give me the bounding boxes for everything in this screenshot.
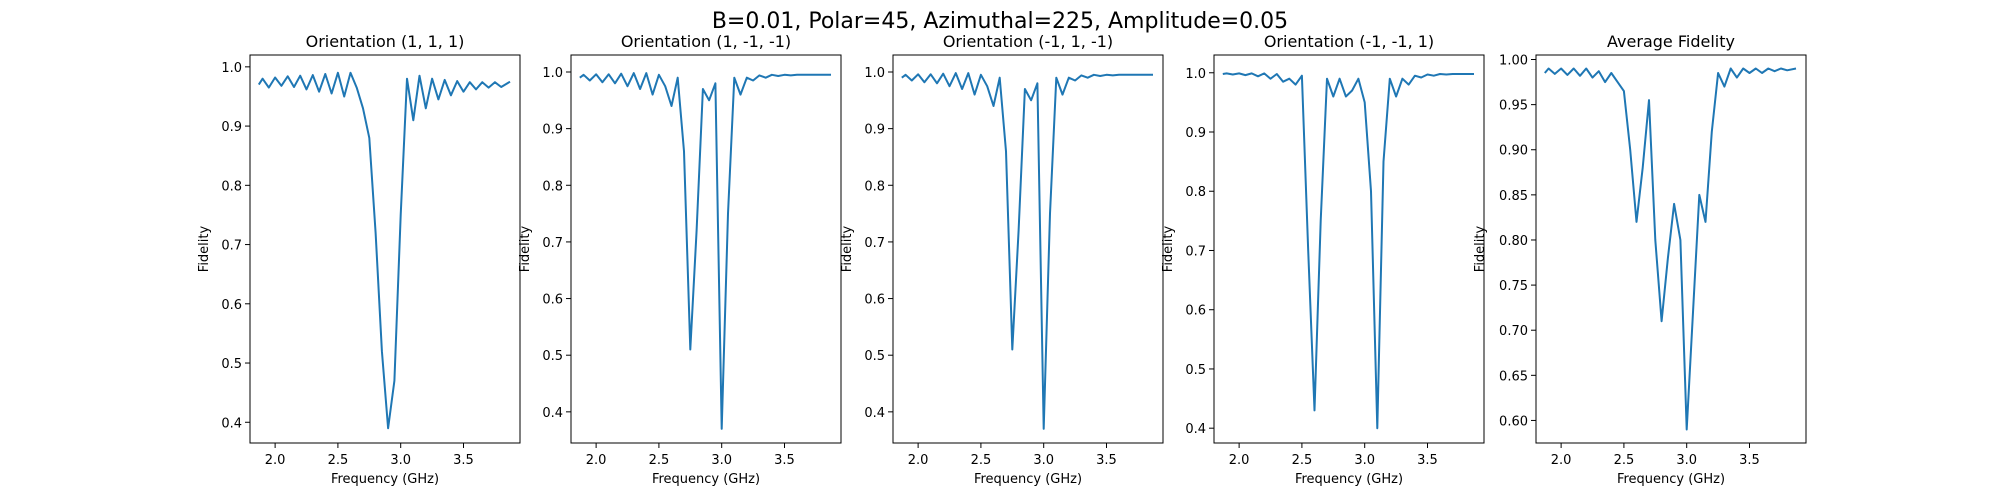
axes-frame [1213,54,1485,444]
axes-frame [249,54,521,444]
x-tick-label: 3.0 [1033,453,1054,468]
y-tick-label: 0.5 [1185,363,1206,378]
y-tick-label: 0.7 [864,236,885,251]
axes-frame [892,54,1164,444]
y-tick-label: 0.7 [221,239,242,254]
y-tick-label: 0.9 [1185,126,1206,141]
y-axis-label: Fidelity [197,225,212,272]
x-tick-label: 2.0 [1551,453,1572,468]
x-tick-label: 2.5 [971,453,992,468]
y-tick-label: 1.0 [864,66,885,81]
subplot-3: Orientation (-1, 1, -1) 2.0 2.5 3.0 3.5 0.4 0.… [840,32,1164,487]
subplot-title: Orientation (1, -1, -1) [621,32,791,51]
y-tick-label: 1.00 [1499,54,1528,69]
y-tick-label: 0.8 [542,179,563,194]
x-tick-label: 3.5 [453,453,474,468]
x-axis-label: Frequency (GHz) [1295,472,1403,487]
subplot-title: Average Fidelity [1607,32,1735,51]
fidelity-line [257,71,511,430]
y-tick-label: 0.9 [221,120,242,135]
y-tick-label: 0.7 [1185,244,1206,259]
y-axis-label: Fidelity [840,225,855,272]
y-tick-label: 0.8 [1185,185,1206,200]
subplot-1: Orientation (1, 1, 1) 2.0 2.5 3.0 3.5 0.4 0.5 0… [197,32,521,487]
y-tick-label: 0.75 [1499,279,1528,294]
y-tick-label: 0.65 [1499,369,1528,384]
x-tick-label: 3.0 [711,453,732,468]
y-tick-label: 0.8 [864,179,885,194]
x-tick-label: 3.5 [1739,453,1760,468]
y-tick-label: 0.70 [1499,324,1528,339]
y-tick-label: 0.6 [542,293,563,308]
y-tick-label: 0.4 [542,406,563,421]
x-tick-label: 3.0 [390,453,411,468]
x-tick-label: 3.0 [1676,453,1697,468]
subplot-grid: Orientation (1, 1, 1) 2.0 2.5 3.0 3.5 0.4 0.5 0… [197,32,1807,487]
subplot-4: Orientation (-1, -1, 1) 2.0 2.5 3.0 3.5 0.4 0.… [1161,32,1485,487]
fidelity-line [901,72,1153,430]
x-tick-label: 2.0 [908,453,929,468]
x-axis-label: Frequency (GHz) [974,472,1082,487]
x-tick-label: 2.0 [1229,453,1250,468]
subplot-title: Orientation (1, 1, 1) [306,32,465,51]
y-tick-label: 0.85 [1499,189,1528,204]
x-tick-label: 2.5 [1614,453,1635,468]
axes-frame [570,54,842,444]
x-tick-label: 3.0 [1354,453,1375,468]
y-tick-label: 0.60 [1499,414,1528,429]
y-tick-label: 0.5 [542,349,563,364]
subplot-2: Orientation (1, -1, -1) 2.0 2.5 3.0 3.5 0.4 0.… [518,32,842,487]
y-tick-label: 0.7 [542,236,563,251]
subplot-5: Average Fidelity 2.0 2.5 3.0 3.5 0.60 0.65 0.70… [1473,32,1807,487]
x-axis-label: Frequency (GHz) [331,472,439,487]
x-tick-label: 2.0 [586,453,607,468]
y-tick-label: 0.5 [221,357,242,372]
y-tick-label: 0.9 [864,123,885,138]
y-tick-label: 0.4 [1185,422,1206,437]
x-tick-label: 2.5 [1292,453,1313,468]
subplot-title: Orientation (-1, 1, -1) [943,32,1113,51]
y-tick-label: 1.0 [542,66,563,81]
y-tick-label: 0.6 [864,293,885,308]
axes-frame [1535,54,1807,444]
y-tick-label: 0.5 [864,349,885,364]
x-tick-label: 2.5 [649,453,670,468]
figure-title: B=0.01, Polar=45, Azimuthal=225, Amplitu… [712,9,1288,34]
fidelity-line [1544,67,1797,431]
y-tick-label: 0.4 [864,406,885,421]
fidelity-line [1222,72,1474,430]
x-tick-label: 3.5 [1096,453,1117,468]
y-tick-label: 0.4 [221,416,242,431]
y-tick-label: 0.6 [1185,304,1206,319]
y-tick-label: 0.9 [542,123,563,138]
y-tick-label: 0.80 [1499,234,1528,249]
x-axis-label: Frequency (GHz) [652,472,760,487]
y-tick-label: 0.90 [1499,144,1528,159]
y-axis-label: Fidelity [518,225,533,272]
x-tick-label: 3.5 [774,453,795,468]
fidelity-line [579,72,831,430]
x-tick-label: 3.5 [1417,453,1438,468]
y-tick-label: 0.6 [221,298,242,313]
x-axis-label: Frequency (GHz) [1617,472,1725,487]
y-tick-label: 1.0 [1185,67,1206,82]
y-tick-label: 1.0 [221,61,242,76]
subplot-title: Orientation (-1, -1, 1) [1264,32,1434,51]
y-tick-label: 0.8 [221,179,242,194]
y-axis-label: Fidelity [1473,225,1488,272]
x-tick-label: 2.5 [328,453,349,468]
y-axis-label: Fidelity [1161,225,1176,272]
y-tick-label: 0.95 [1499,99,1528,114]
x-tick-label: 2.0 [265,453,286,468]
